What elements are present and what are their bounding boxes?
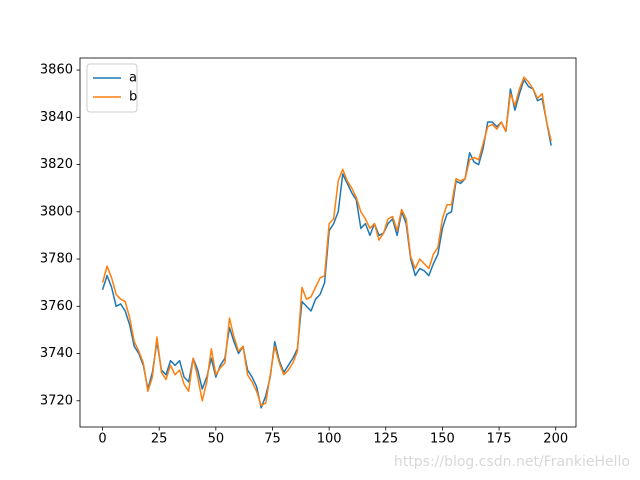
x-tick-label: 100 [317,432,342,447]
x-tick-label: 150 [430,432,455,447]
y-tick-label: 3860 [40,63,73,78]
y-tick-label: 3800 [40,204,73,219]
y-tick-label: 3780 [40,252,73,267]
y-tick-label: 3740 [40,346,73,361]
x-tick-label: 175 [487,432,512,447]
legend-box [86,63,138,113]
x-tick-label: 50 [208,432,225,447]
x-tick-label: 0 [98,432,106,447]
y-tick-label: 3840 [40,110,73,125]
x-tick-label: 25 [151,432,168,447]
line-series [101,76,552,407]
y-tick-label: 3760 [40,299,73,314]
x-tick-label: 75 [264,432,281,447]
x-tick-label: 125 [373,432,398,447]
legend-label: b [129,90,137,105]
legend: ab [86,63,138,113]
legend-label: a [129,71,137,86]
watermark: https://blog.csdn.net/FrankieHello [394,454,630,470]
y-tick-label: 3820 [40,157,73,172]
x-tick-label: 200 [543,432,568,447]
plot-frame [79,57,577,428]
y-tick-label: 3720 [40,393,73,408]
